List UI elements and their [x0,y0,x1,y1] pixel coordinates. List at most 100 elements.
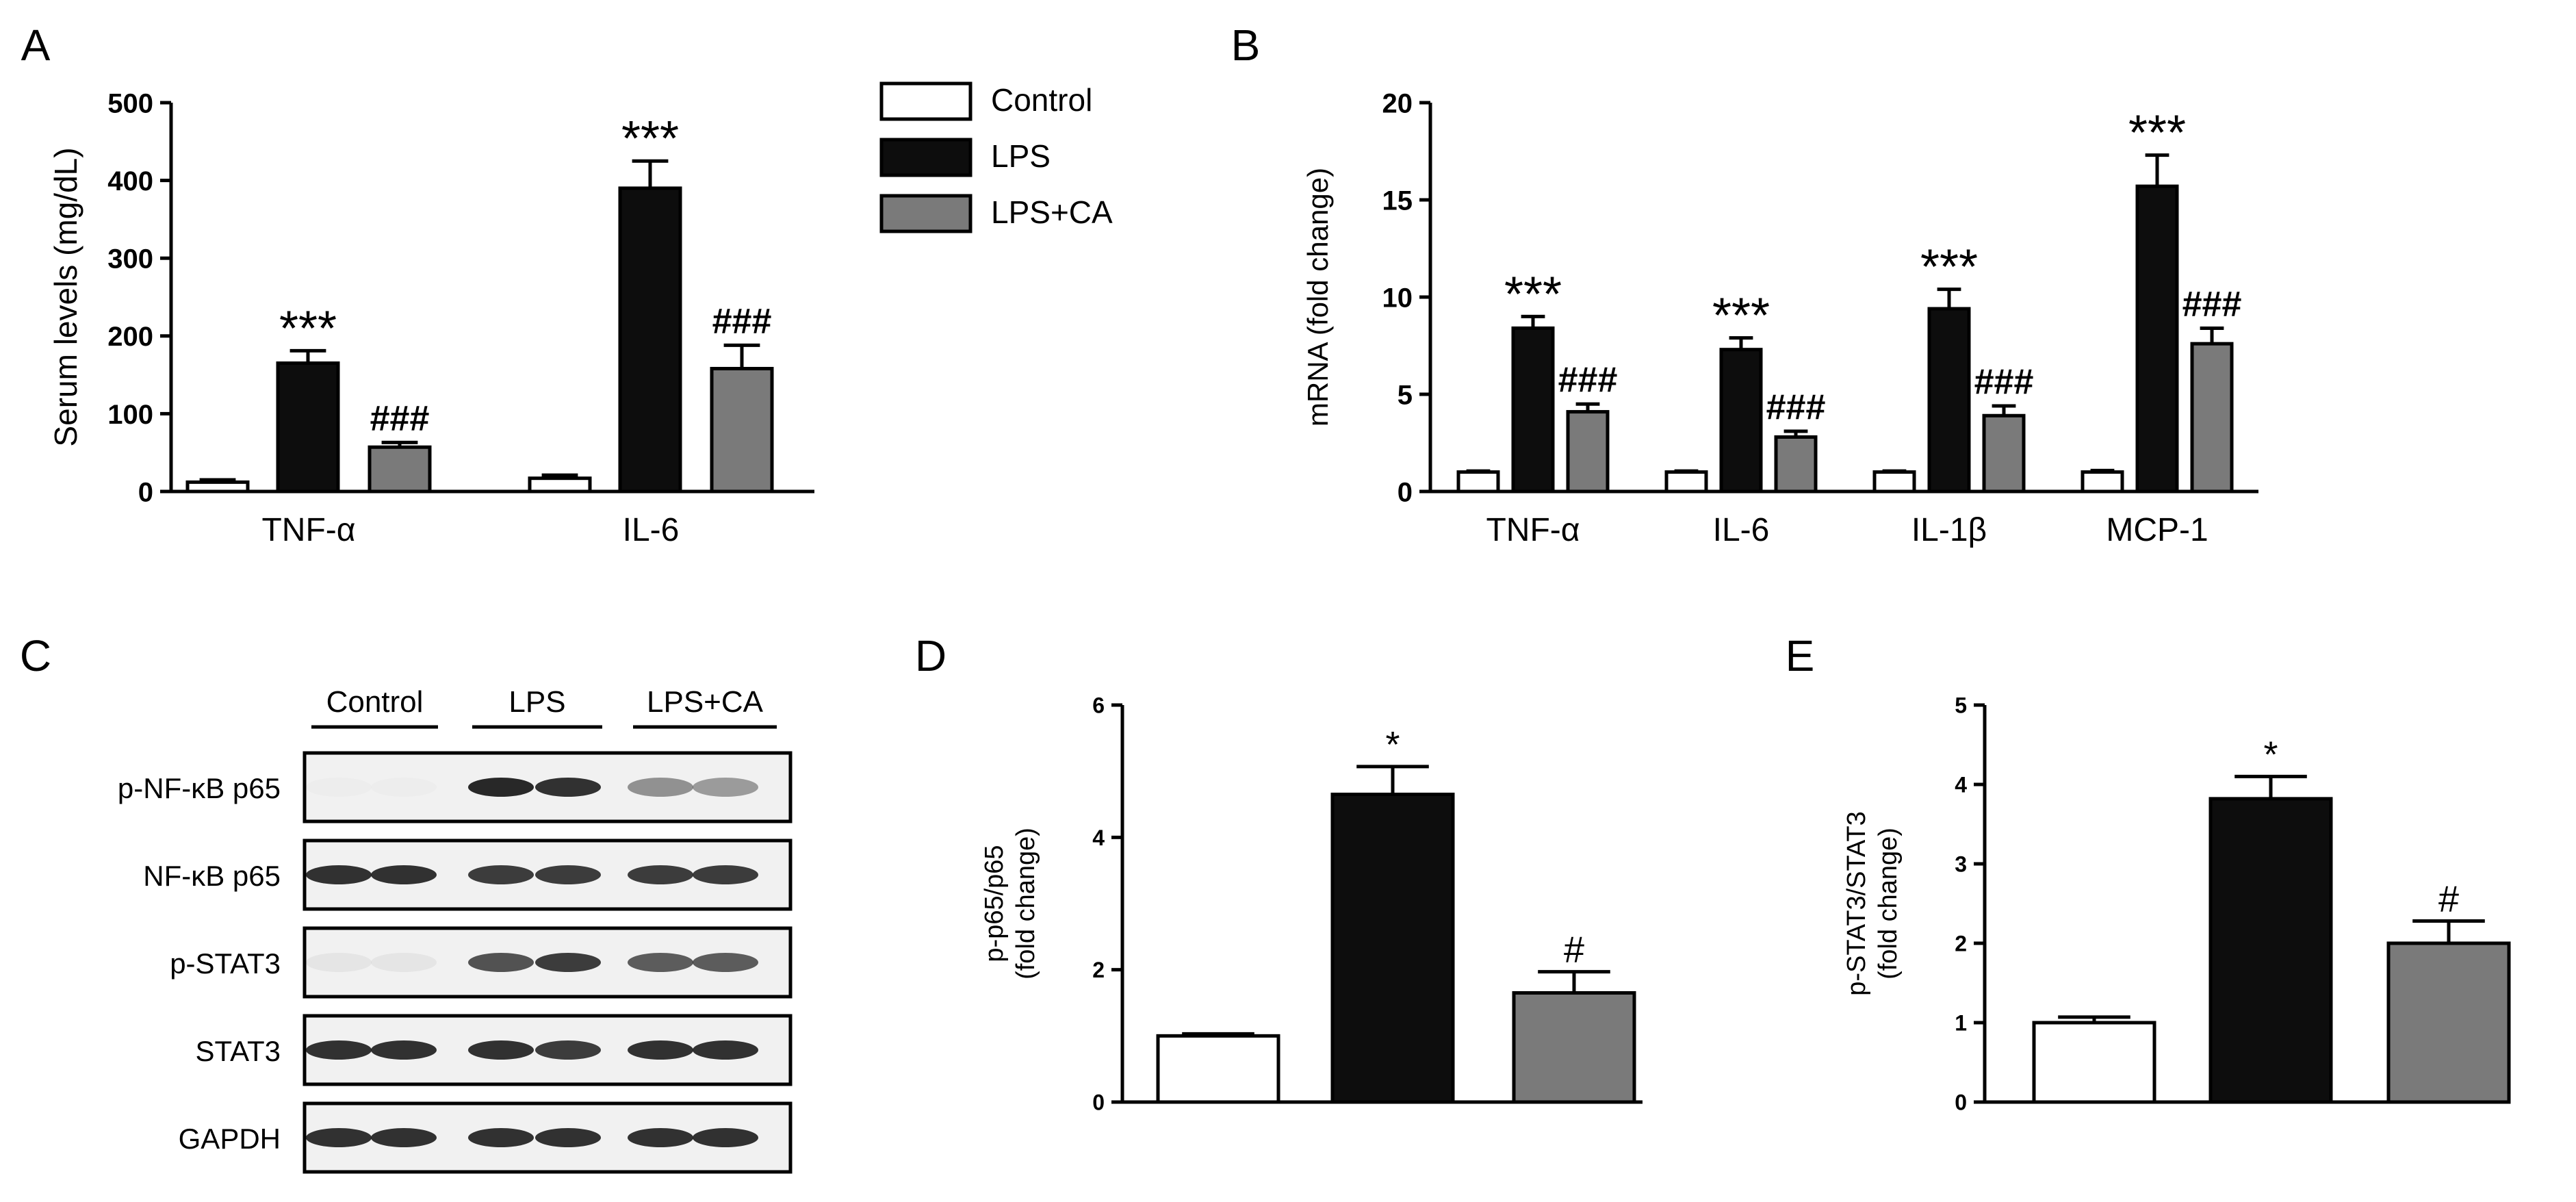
blot-row-label: GAPDH [179,1123,281,1155]
blot-band [371,953,437,972]
legend-label: Control [991,82,1092,118]
bar [1512,991,1636,1104]
y-axis-label: mRNA (fold change) [1302,168,1334,426]
significance-stars: *** [621,112,679,166]
y-tick-label: 200 [107,322,153,352]
blot-band [628,865,693,884]
y-tick-label: 2 [1092,958,1105,982]
bar [276,361,340,494]
blot-band [306,778,372,797]
blot-band [628,778,693,797]
significance-stars: *** [1504,267,1562,322]
y-tick-label: 0 [138,477,153,507]
bar [1927,307,1971,494]
blot-band [468,778,534,797]
panel-letter-E: E [1786,631,1815,680]
y-tick-label: 0 [1092,1090,1105,1115]
bar [2032,1021,2156,1104]
blot-band [468,953,534,972]
blot-band [535,1128,601,1147]
y-tick-label: 4 [1092,826,1105,850]
bar [1330,793,1455,1104]
blot-band [468,865,534,884]
panel-letter-D: D [915,631,946,680]
y-tick-label: 5 [1955,693,1967,718]
y-tick-label: 100 [107,400,153,430]
bar [1664,470,1708,494]
legend-swatch [879,194,973,233]
bar [2190,342,2234,494]
bar [618,186,682,494]
blot-band [693,865,758,884]
blot-row-label: NF-κB p65 [143,860,281,892]
chart-panel-B: 0 5 10 15 20 mRNA (fold change) *** ### TNF-α ***… [1302,88,2258,548]
bar [2208,797,2333,1104]
legend-label: LPS+CA [991,194,1113,230]
blot-band [535,1040,601,1060]
blot-row-label: p-STAT3 [170,947,281,980]
y-tick-label: 0 [1398,477,1413,507]
significance-hash: ### [1558,360,1618,400]
y-tick-label: 400 [107,166,153,196]
bar [1511,326,1555,494]
bar [528,476,592,494]
y-axis-label: Serum levels (mg/dL) [48,147,83,446]
y-axis-label: (fold change) [1012,828,1040,980]
blot-band [371,1040,437,1060]
bar [1872,470,1916,494]
bar [2135,184,2179,494]
blot-band [371,1128,437,1147]
x-category-label: IL-6 [623,512,680,548]
blot-group-label: Control [326,685,424,719]
significance-stars: *** [279,301,337,356]
blot-band [306,1128,372,1147]
x-category-label: IL-6 [1713,512,1770,548]
panel-letter-B: B [1231,21,1261,70]
y-tick-label: 0 [1955,1090,1967,1115]
bar [368,445,432,494]
significance-star: * [2263,734,2278,775]
bar [1566,410,1610,494]
western-blot: Control LPS LPS+CA p-NF-κB p65 NF-κB p65 p-ST… [118,685,793,1174]
blot-band [535,953,601,972]
legend: Control LPS LPS+CA [879,81,1113,233]
significance-hash: ### [712,301,772,341]
chart-panel-D: 0 2 4 6 p-p65/p65 (fold change) * # [980,693,1643,1115]
y-axis-label: (fold change) [1874,828,1903,980]
legend-swatch [879,81,973,121]
y-tick-label: 4 [1955,773,1967,797]
bar [1719,348,1763,494]
bar [185,480,250,494]
x-category-label: TNF-α [261,512,355,548]
significance-hash: ### [1766,387,1826,427]
blot-band [306,953,372,972]
blot-band [306,865,372,884]
blot-band [468,1040,534,1060]
bar [1156,1034,1280,1104]
bar [1774,435,1818,494]
blot-group-label: LPS [508,685,565,719]
blot-band [468,1128,534,1147]
blot-band [371,778,437,797]
blot-band [306,1040,372,1060]
blot-band [535,865,601,884]
blot-band [535,778,601,797]
blot-band [628,1040,693,1060]
y-tick-label: 20 [1382,88,1413,118]
blot-band [693,1040,758,1060]
y-tick-label: 1 [1955,1011,1967,1036]
significance-hash: # [2438,879,2459,920]
significance-hash: ### [1974,362,2034,402]
panel-letter-A: A [21,21,51,70]
bar [710,367,774,494]
y-tick-label: 300 [107,244,153,274]
y-tick-label: 3 [1955,852,1967,877]
y-axis-label: p-p65/p65 [980,845,1009,962]
chart-panel-A: 0 100 200 300 400 500 Serum levels (mg/dL) *** #… [48,88,814,548]
legend-label: LPS [991,138,1051,174]
x-category-label: MCP-1 [2106,512,2208,548]
blot-band [628,953,693,972]
significance-hash: ### [2182,284,2242,324]
blot-band [693,1128,758,1147]
significance-hash: # [1564,930,1584,971]
